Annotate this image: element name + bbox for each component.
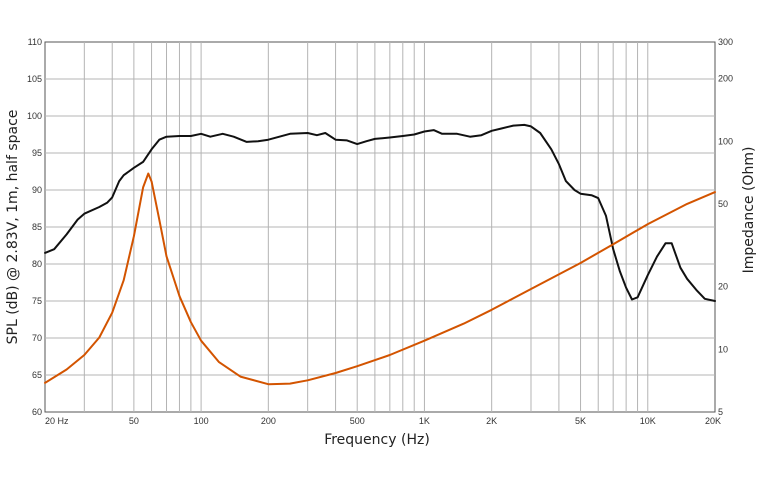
x-tick-label: 5K [575, 416, 586, 426]
y-tick-label: 90 [32, 185, 42, 195]
y-axis-title: SPL (dB) @ 2.83V, 1m, half space [5, 110, 21, 345]
y-tick-label: 80 [32, 259, 42, 269]
y-tick-label: 100 [27, 111, 42, 121]
x-tick-label: 2K [486, 416, 497, 426]
y2-tick-label: 300 [718, 37, 733, 47]
y2-tick-label: 50 [718, 199, 728, 209]
y2-axis-title: Impedance (Ohm) [741, 147, 757, 274]
y-tick-label: 60 [32, 407, 42, 417]
grid [45, 42, 715, 412]
spl-curve [44, 123, 716, 302]
x-axis-title: Frequency (Hz) [324, 432, 430, 448]
x-tick-label: 200 [261, 416, 276, 426]
x-tick-label: 20K [705, 416, 721, 426]
x-tick-label: 100 [194, 416, 209, 426]
x-tick-label: 20 Hz [45, 416, 69, 426]
y-tick-label: 110 [28, 37, 42, 47]
y2-tick-label: 10 [718, 344, 728, 354]
y-tick-label: 85 [32, 222, 42, 232]
y2-tick-label: 5 [718, 407, 723, 417]
y-tick-label: 70 [32, 333, 42, 343]
x-tick-label: 500 [350, 416, 365, 426]
impedance-curve [44, 172, 716, 386]
y-tick-label: 105 [27, 74, 42, 84]
x-tick-label: 10K [640, 416, 656, 426]
y2-tick-label: 200 [718, 74, 733, 84]
y-tick-label: 65 [32, 370, 42, 380]
y-tick-label: 75 [32, 296, 42, 306]
x-tick-label: 50 [129, 416, 139, 426]
tick-labels: 20 Hz 50 100 200 500 1K 2K 5K 10K 20K110105100959… [27, 37, 733, 426]
y2-tick-label: 100 [718, 136, 733, 146]
series-layer [44, 123, 716, 386]
y2-tick-label: 20 [718, 282, 728, 292]
x-tick-label: 1K [419, 416, 430, 426]
y-tick-label: 95 [32, 148, 42, 158]
